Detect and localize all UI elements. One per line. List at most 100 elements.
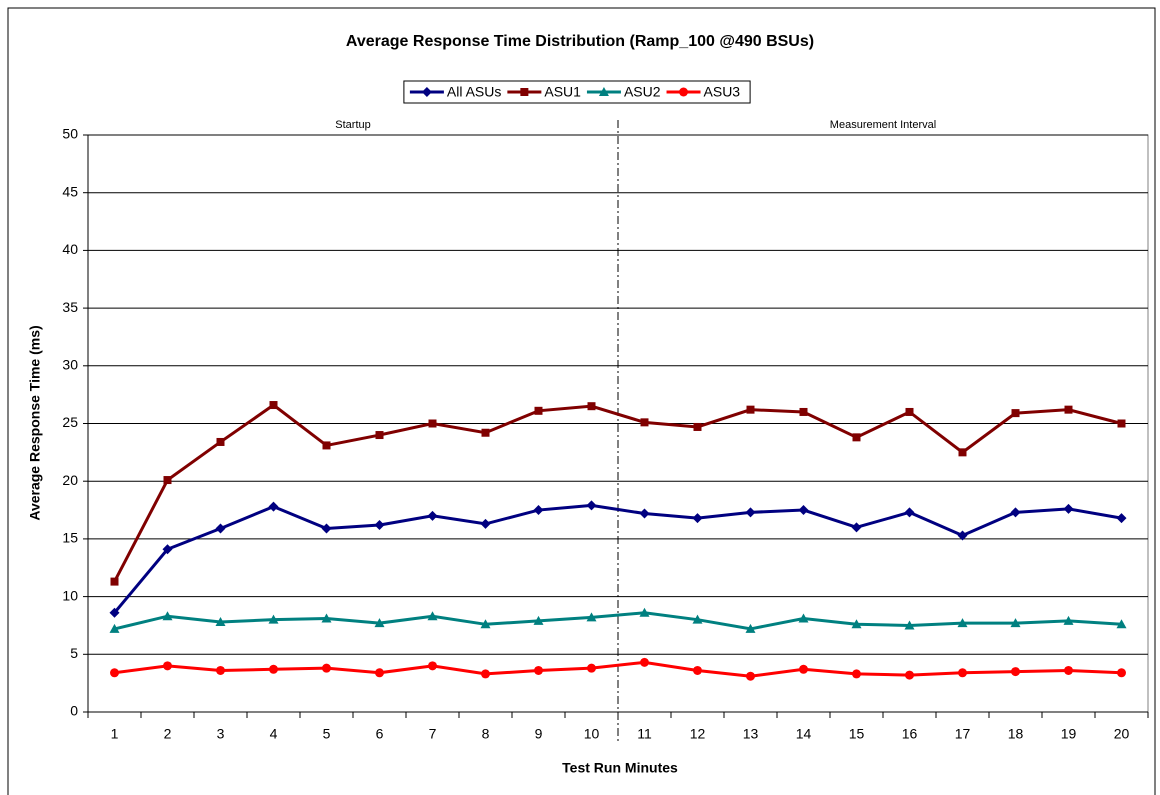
marker: [109, 623, 120, 633]
y-tick-label: 20: [62, 472, 78, 488]
marker: [321, 613, 332, 623]
series-line: [113, 503, 1122, 614]
marker: [1011, 409, 1020, 418]
series-line: [114, 660, 1122, 678]
series-line: [114, 611, 1122, 631]
marker: [957, 618, 968, 628]
marker: [427, 611, 438, 621]
marker: [598, 87, 609, 96]
marker: [421, 87, 432, 97]
marker: [533, 505, 544, 516]
marker: [428, 419, 437, 428]
legend: All ASUs ASU1 ASU2 ASU3: [403, 80, 751, 104]
phase-label: Startup: [335, 119, 370, 131]
marker: [1117, 668, 1126, 678]
marker: [162, 611, 173, 621]
marker: [1116, 619, 1127, 629]
x-tick-label: 14: [796, 726, 812, 742]
legend-label: ASU2: [624, 84, 661, 100]
marker: [268, 501, 279, 512]
marker: [163, 476, 172, 485]
marker: [852, 433, 861, 442]
marker: [480, 619, 491, 629]
marker: [162, 544, 173, 555]
marker: [798, 613, 809, 623]
y-tick-label: 25: [62, 414, 78, 430]
y-tick-label: 10: [62, 587, 78, 603]
y-tick-label: 15: [62, 530, 78, 546]
phase-label: Measurement Interval: [830, 119, 936, 131]
x-tick-label: 16: [902, 726, 918, 742]
chart-frame: [7, 7, 1156, 795]
marker: [958, 668, 967, 678]
marker: [427, 510, 438, 521]
marker: [904, 507, 915, 518]
marker: [586, 612, 597, 622]
x-tick-label: 8: [482, 726, 490, 742]
y-tick-label: 5: [70, 645, 78, 661]
marker: [1010, 618, 1021, 628]
marker: [533, 615, 544, 625]
marker: [1010, 507, 1021, 518]
legend-label: All ASUs: [447, 84, 501, 100]
marker: [374, 618, 385, 628]
marker: [587, 402, 596, 411]
y-tick-label: 30: [62, 357, 78, 373]
marker: [480, 518, 491, 529]
marker: [905, 670, 914, 680]
marker: [1117, 419, 1126, 428]
x-tick-label: 20: [1114, 726, 1130, 742]
x-tick-label: 9: [535, 726, 543, 742]
y-axis-title: Average Response Time (ms): [27, 325, 43, 520]
legend-box: [403, 80, 751, 104]
y-tick-label: 35: [62, 299, 78, 315]
x-tick-label: 2: [164, 726, 172, 742]
x-tick-label: 12: [690, 726, 706, 742]
marker: [109, 607, 120, 618]
marker: [693, 665, 702, 675]
marker: [481, 669, 490, 679]
marker: [1064, 405, 1073, 414]
y-tick-label: 40: [62, 241, 78, 257]
x-axis-title: Test Run Minutes: [562, 760, 678, 776]
marker: [374, 520, 385, 531]
marker: [481, 428, 490, 437]
marker: [375, 668, 384, 678]
marker: [852, 669, 861, 679]
marker: [679, 87, 689, 97]
x-tick-label: 3: [217, 726, 225, 742]
x-tick-label: 18: [1008, 726, 1024, 742]
x-tick-label: 11: [637, 726, 652, 742]
x-tick-label: 17: [955, 726, 971, 742]
marker: [216, 665, 225, 675]
marker: [216, 437, 225, 446]
x-tick-label: 13: [743, 726, 759, 742]
x-tick-label: 4: [270, 726, 278, 742]
marker: [746, 671, 755, 681]
marker: [1011, 667, 1020, 677]
marker: [745, 507, 756, 518]
chart-title: Average Response Time Distribution (Ramp…: [346, 33, 814, 50]
marker: [905, 407, 914, 416]
marker: [534, 406, 543, 415]
marker: [322, 441, 331, 450]
y-tick-label: 45: [62, 183, 78, 199]
x-tick-label: 15: [849, 726, 865, 742]
x-tick-label: 19: [1061, 726, 1077, 742]
marker: [321, 523, 332, 534]
x-tick-label: 6: [376, 726, 384, 742]
marker: [1063, 615, 1074, 625]
marker: [957, 530, 968, 541]
marker: [799, 407, 808, 416]
marker: [215, 523, 226, 534]
marker: [110, 577, 119, 586]
marker: [639, 607, 650, 617]
x-tick-label: 5: [323, 726, 331, 742]
legend-label: ASU3: [704, 84, 741, 100]
marker: [586, 500, 597, 511]
x-tick-label: 1: [111, 726, 119, 742]
marker: [692, 614, 703, 624]
marker: [269, 401, 278, 410]
marker: [692, 513, 703, 524]
